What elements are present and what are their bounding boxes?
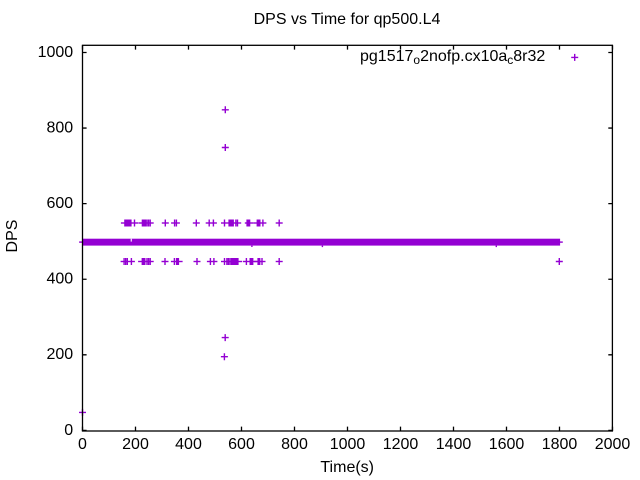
svg-text:1400: 1400 [436, 436, 472, 453]
svg-text:2000: 2000 [595, 436, 631, 453]
svg-text:DPS vs Time for qp500.L4: DPS vs Time for qp500.L4 [254, 11, 441, 28]
svg-text:400: 400 [46, 271, 73, 288]
svg-text:0: 0 [64, 422, 73, 439]
svg-text:pg1517o2nofp.cx10ac8r32: pg1517o2nofp.cx10ac8r32 [360, 48, 545, 67]
svg-text:1000: 1000 [38, 44, 74, 61]
svg-text:800: 800 [46, 120, 73, 137]
svg-text:600: 600 [228, 436, 255, 453]
svg-text:0: 0 [78, 436, 87, 453]
svg-text:200: 200 [122, 436, 149, 453]
svg-text:Time(s): Time(s) [320, 459, 374, 476]
svg-text:1000: 1000 [330, 436, 366, 453]
svg-text:800: 800 [281, 436, 308, 453]
svg-text:200: 200 [46, 346, 73, 363]
svg-text:400: 400 [175, 436, 202, 453]
svg-text:DPS: DPS [4, 220, 21, 253]
svg-text:1600: 1600 [489, 436, 525, 453]
svg-text:1800: 1800 [542, 436, 578, 453]
svg-text:1200: 1200 [383, 436, 419, 453]
svg-text:600: 600 [46, 195, 73, 212]
